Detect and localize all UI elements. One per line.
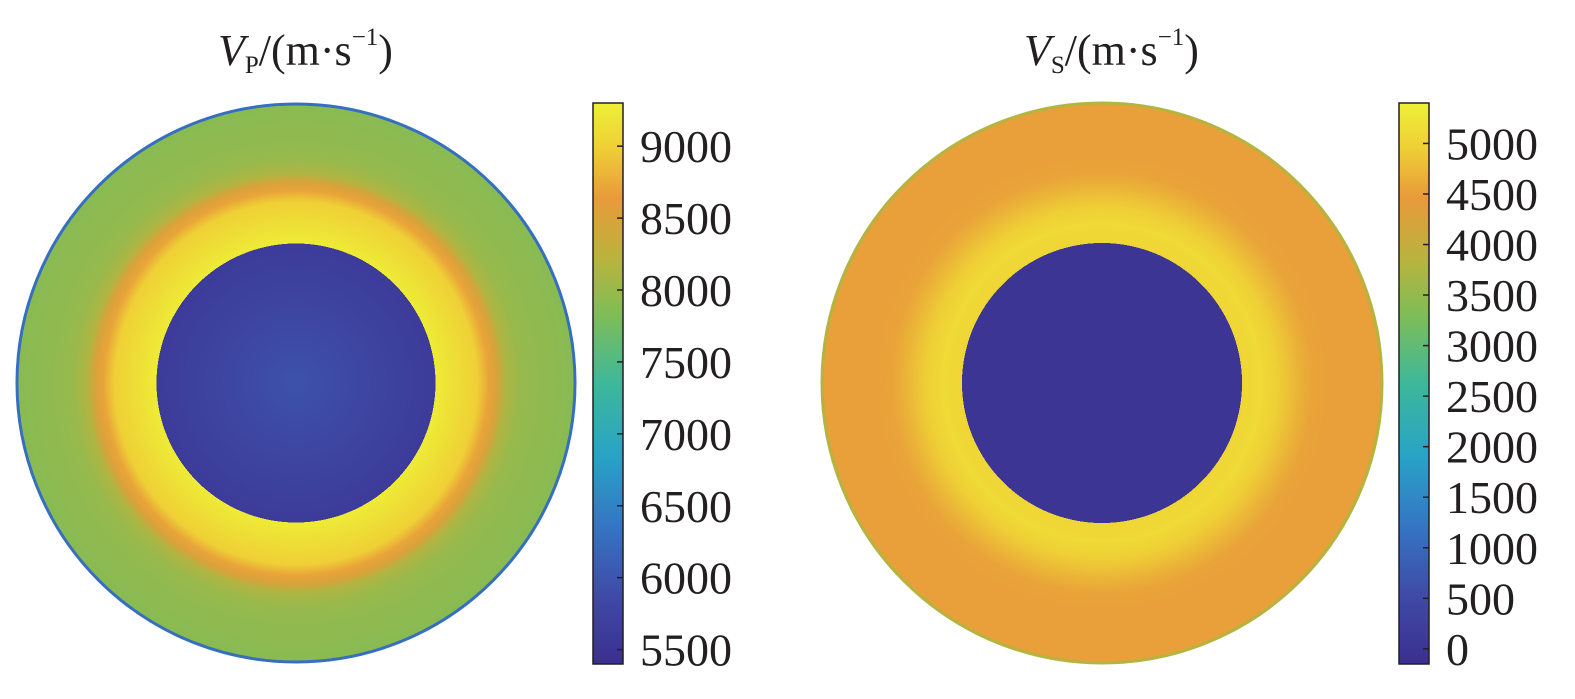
colorbar-tick-label: 4500: [1446, 169, 1538, 220]
colorbar-tick-label: 2000: [1446, 422, 1538, 473]
colorbar-tick-label: 8000: [640, 265, 732, 316]
colorbar-tick-label: 7500: [640, 337, 732, 388]
colorbar-tick-label: 4000: [1446, 220, 1538, 271]
colorbar-tick-label: 5500: [640, 625, 732, 676]
vp-colorbar: [592, 102, 624, 665]
vs-panel: VS/(m·s−1) 05001000150020002500300035004…: [820, 24, 1538, 675]
colorbar-tick-label: 6500: [640, 481, 732, 532]
colorbar-tick-label: 5000: [1446, 118, 1538, 169]
colorbar-tick-label: 9000: [640, 121, 732, 172]
colorbar-tick-label: 1500: [1446, 472, 1538, 523]
vp-panel: VP/(m·s−1) 5500 6000 6500 7000 7500 8000 8500 9…: [15, 24, 732, 676]
colorbar-tick-label: 1000: [1446, 523, 1538, 574]
colorbar-tick-label: 0: [1446, 624, 1469, 675]
colorbar-tick-label: 7000: [640, 409, 732, 460]
vs-colorbar: [1398, 102, 1430, 665]
vs-velocity-disk: [822, 103, 1382, 663]
vp-title: VP/(m·s−1): [218, 24, 393, 79]
vp-colorbar-ticks: 5500 6000 6500 7000 7500 8000 8500 9000: [617, 121, 732, 676]
vp-velocity-disk: [17, 104, 575, 662]
colorbar-tick-label: 6000: [640, 553, 732, 604]
colorbar-tick-label: 8500: [640, 193, 732, 244]
vs-title: VS/(m·s−1): [1024, 24, 1199, 79]
vp-disk-outline: [15, 102, 577, 664]
vs-disk-outline: [820, 101, 1384, 665]
colorbar-tick-label: 2500: [1446, 371, 1538, 422]
colorbar-tick-label: 3000: [1446, 321, 1538, 372]
colorbar-tick-label: 3500: [1446, 270, 1538, 321]
colorbar-tick-label: 500: [1446, 573, 1515, 624]
